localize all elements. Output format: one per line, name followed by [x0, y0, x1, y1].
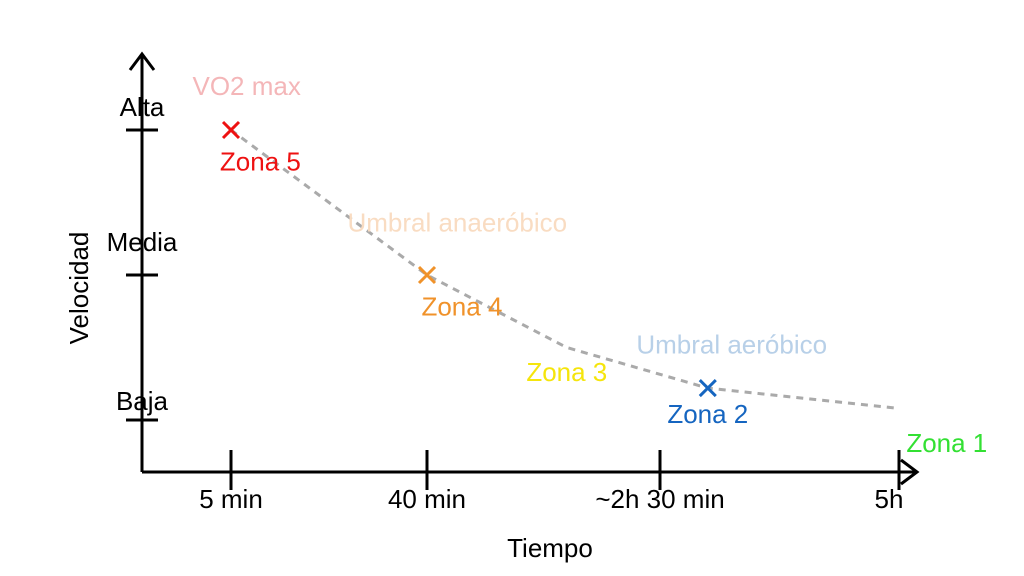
y-axis-title: Velocidad [64, 232, 94, 345]
x-marker [221, 120, 241, 140]
x-tick-label: ~2h 30 min [595, 484, 724, 514]
threshold-label: Umbral anaeróbico [347, 208, 567, 238]
axes [128, 51, 920, 486]
x-tick-label: 5 min [199, 484, 263, 514]
labels: Zona 5 Zona 4 Zona 3 Zona 2 Zona 1 VO2 max Umb… [192, 71, 987, 458]
x-tick-label: 40 min [388, 484, 466, 514]
x-marker [698, 379, 717, 398]
x-axis-title: Tiempo [507, 533, 593, 563]
ticks: 5 min 40 min ~2h 30 min 5h Alta Media Baja [107, 92, 904, 514]
zone-label: Zona 2 [667, 399, 748, 429]
y-tick-label: Media [107, 227, 178, 257]
threshold-label: VO2 max [192, 71, 300, 101]
markers [221, 120, 717, 398]
x-axis-arrow-icon [900, 458, 920, 486]
zone-label: Zona 3 [526, 357, 607, 387]
speed-curve [230, 128, 900, 410]
x-marker [417, 265, 437, 285]
zone-label: Zona 1 [906, 428, 987, 458]
x-tick-label: 5h [875, 484, 904, 514]
zone-label: Zona 4 [421, 292, 502, 322]
y-axis-arrow-icon [128, 51, 156, 71]
curve [230, 128, 900, 410]
y-tick-label: Baja [116, 386, 169, 416]
y-tick-label: Alta [120, 92, 165, 122]
threshold-label: Umbral aeróbico [636, 329, 827, 359]
zone-label: Zona 5 [220, 147, 301, 177]
